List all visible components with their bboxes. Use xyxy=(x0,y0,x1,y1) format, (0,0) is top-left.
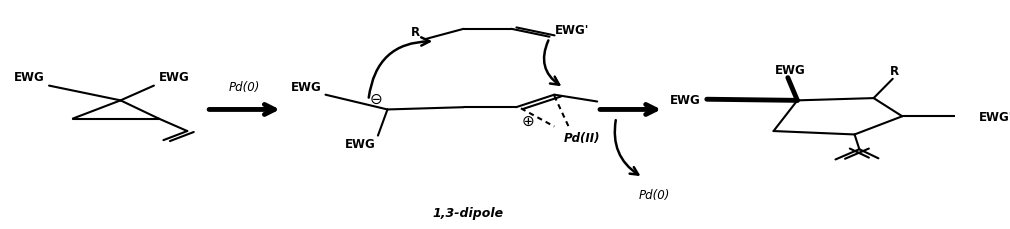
Text: 1,3-dipole: 1,3-dipole xyxy=(433,206,504,219)
Text: EWG': EWG' xyxy=(556,24,590,37)
Text: ⊖: ⊖ xyxy=(370,91,383,106)
Text: R: R xyxy=(890,65,899,78)
Text: EWG: EWG xyxy=(291,81,322,93)
Text: EWG: EWG xyxy=(159,71,190,84)
Text: EWG: EWG xyxy=(775,64,805,76)
Text: EWG: EWG xyxy=(13,71,44,84)
Text: EWG: EWG xyxy=(671,93,701,106)
Text: Pd(0): Pd(0) xyxy=(638,188,670,201)
Text: EWG': EWG' xyxy=(979,110,1010,123)
Text: ⊕: ⊕ xyxy=(521,113,534,128)
Text: Pd(0): Pd(0) xyxy=(229,81,261,94)
Text: Pd(II): Pd(II) xyxy=(564,131,600,144)
Text: EWG: EWG xyxy=(345,138,376,151)
Text: R: R xyxy=(411,26,420,39)
